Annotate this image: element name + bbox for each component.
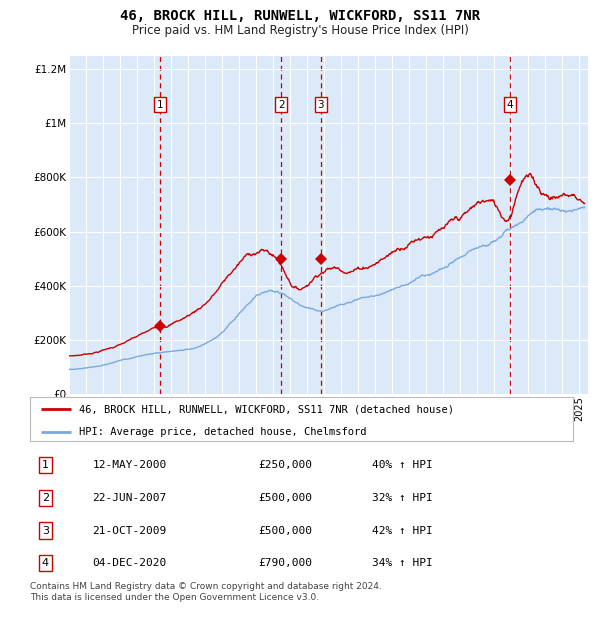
Text: 1: 1 (42, 460, 49, 470)
Text: 2: 2 (41, 493, 49, 503)
Text: HPI: Average price, detached house, Chelmsford: HPI: Average price, detached house, Chel… (79, 427, 367, 436)
Text: 4: 4 (507, 100, 514, 110)
Text: 12-MAY-2000: 12-MAY-2000 (92, 460, 167, 470)
Text: £500,000: £500,000 (258, 493, 312, 503)
Text: 4: 4 (41, 558, 49, 568)
Text: 46, BROCK HILL, RUNWELL, WICKFORD, SS11 7NR (detached house): 46, BROCK HILL, RUNWELL, WICKFORD, SS11 … (79, 404, 454, 414)
Text: 3: 3 (42, 526, 49, 536)
Text: 46, BROCK HILL, RUNWELL, WICKFORD, SS11 7NR: 46, BROCK HILL, RUNWELL, WICKFORD, SS11 … (120, 9, 480, 24)
Text: 1: 1 (157, 100, 164, 110)
Text: 40% ↑ HPI: 40% ↑ HPI (372, 460, 433, 470)
Text: £500,000: £500,000 (258, 526, 312, 536)
Text: £250,000: £250,000 (258, 460, 312, 470)
Text: 04-DEC-2020: 04-DEC-2020 (92, 558, 167, 568)
Text: Price paid vs. HM Land Registry's House Price Index (HPI): Price paid vs. HM Land Registry's House … (131, 24, 469, 37)
Text: 2: 2 (278, 100, 284, 110)
Text: 3: 3 (317, 100, 324, 110)
Text: 21-OCT-2009: 21-OCT-2009 (92, 526, 167, 536)
Text: Contains HM Land Registry data © Crown copyright and database right 2024.
This d: Contains HM Land Registry data © Crown c… (30, 582, 382, 603)
Text: 32% ↑ HPI: 32% ↑ HPI (372, 493, 433, 503)
Text: 42% ↑ HPI: 42% ↑ HPI (372, 526, 433, 536)
Text: 22-JUN-2007: 22-JUN-2007 (92, 493, 167, 503)
Text: £790,000: £790,000 (258, 558, 312, 568)
Text: 34% ↑ HPI: 34% ↑ HPI (372, 558, 433, 568)
